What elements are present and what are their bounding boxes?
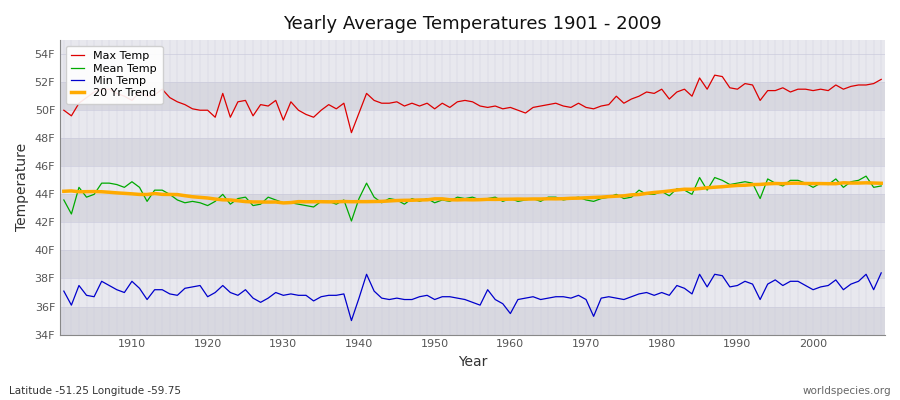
Bar xyxy=(60,138,885,166)
20 Yr Trend xyxy=(119,191,130,196)
Line: Max Temp: Max Temp xyxy=(64,75,881,133)
Max Temp xyxy=(603,102,614,107)
Max Temp xyxy=(331,106,342,111)
20 Yr Trend xyxy=(338,199,349,204)
Max Temp xyxy=(709,73,720,78)
Min Temp xyxy=(331,293,342,298)
Min Temp xyxy=(876,270,886,275)
20 Yr Trend xyxy=(58,189,69,194)
Min Temp xyxy=(119,290,130,295)
20 Yr Trend xyxy=(603,194,614,199)
20 Yr Trend xyxy=(512,197,523,202)
Max Temp xyxy=(346,130,356,135)
Line: Mean Temp: Mean Temp xyxy=(64,176,881,221)
Min Temp xyxy=(512,297,523,302)
Line: 20 Yr Trend: 20 Yr Trend xyxy=(64,183,881,203)
Max Temp xyxy=(58,108,69,113)
Bar xyxy=(60,278,885,306)
Bar xyxy=(60,54,885,82)
Max Temp xyxy=(285,100,296,104)
Min Temp xyxy=(603,294,614,299)
Min Temp xyxy=(346,318,356,323)
Bar xyxy=(60,306,885,334)
Mean Temp xyxy=(331,202,342,206)
Min Temp xyxy=(285,292,296,296)
Min Temp xyxy=(58,289,69,294)
20 Yr Trend xyxy=(505,197,516,202)
Bar xyxy=(60,194,885,222)
Mean Temp xyxy=(512,199,523,204)
20 Yr Trend xyxy=(876,181,886,186)
Bar xyxy=(60,110,885,138)
Max Temp xyxy=(505,105,516,110)
Legend: Max Temp, Mean Temp, Min Temp, 20 Yr Trend: Max Temp, Mean Temp, Min Temp, 20 Yr Tre… xyxy=(66,46,163,104)
Bar xyxy=(60,222,885,250)
Min Temp xyxy=(505,311,516,316)
Max Temp xyxy=(876,77,886,82)
20 Yr Trend xyxy=(293,199,304,204)
Mean Temp xyxy=(119,185,130,190)
Mean Temp xyxy=(505,196,516,201)
20 Yr Trend xyxy=(278,200,289,205)
Bar xyxy=(60,250,885,278)
Max Temp xyxy=(512,108,523,113)
Mean Temp xyxy=(860,174,871,178)
Mean Temp xyxy=(603,195,614,200)
Mean Temp xyxy=(876,184,886,188)
Text: worldspecies.org: worldspecies.org xyxy=(803,386,891,396)
Mean Temp xyxy=(285,200,296,205)
Y-axis label: Temperature: Temperature xyxy=(15,143,29,232)
Mean Temp xyxy=(58,198,69,202)
Line: Min Temp: Min Temp xyxy=(64,273,881,320)
Title: Yearly Average Temperatures 1901 - 2009: Yearly Average Temperatures 1901 - 2009 xyxy=(284,15,662,33)
Text: Latitude -51.25 Longitude -59.75: Latitude -51.25 Longitude -59.75 xyxy=(9,386,181,396)
Mean Temp xyxy=(346,219,356,224)
Bar xyxy=(60,82,885,110)
Bar xyxy=(60,166,885,194)
X-axis label: Year: Year xyxy=(458,355,487,369)
20 Yr Trend xyxy=(838,180,849,185)
Max Temp xyxy=(119,94,130,99)
